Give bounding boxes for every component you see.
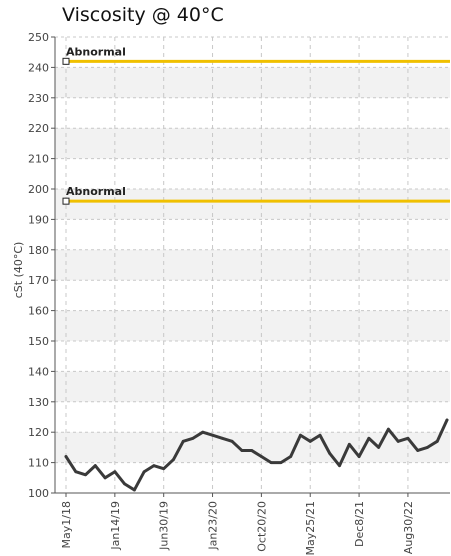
threshold-label: Abnormal: [66, 45, 126, 58]
plot-band: [55, 189, 450, 220]
y-tick-label: 170: [28, 274, 49, 287]
data-point: [406, 436, 410, 440]
y-tick-label: 140: [28, 365, 49, 378]
data-point: [377, 446, 381, 449]
y-tick-label: 210: [28, 153, 49, 166]
plot-band: [55, 432, 450, 463]
y-tick-labels: 100 110 120 130 140 150 160 170 180 190 200 210 220 2…: [28, 31, 49, 500]
data-point: [201, 430, 205, 434]
x-tick-label: May1/18: [60, 501, 73, 548]
plot-grid: [55, 36, 450, 494]
plot-axes: [51, 36, 450, 497]
y-tick-label: 220: [28, 122, 49, 135]
data-point: [162, 467, 166, 471]
data-point: [396, 439, 400, 443]
data-point: [289, 455, 293, 458]
data-point: [123, 482, 127, 486]
data-point: [172, 458, 175, 461]
data-point: [84, 473, 87, 477]
data-point: [338, 464, 341, 468]
threshold-label: Abnormal: [66, 185, 126, 198]
x-tick-label: Jun30/19: [158, 501, 171, 551]
y-tick-label: 120: [28, 426, 49, 439]
data-point: [386, 427, 390, 431]
data-point: [211, 433, 214, 437]
y-tick-label: 130: [28, 396, 49, 409]
data-point: [220, 436, 224, 440]
series-line: [64, 418, 449, 492]
threshold-marker: [62, 57, 70, 65]
data-point: [435, 439, 439, 443]
y-tick-label: 230: [28, 92, 49, 105]
data-point: [367, 436, 371, 440]
data-point: [299, 433, 302, 437]
series-layer: [64, 418, 449, 492]
data-point: [318, 433, 322, 437]
x-tick-label: Dec8/21: [353, 501, 366, 547]
y-tick-label: 160: [28, 305, 49, 318]
data-point: [103, 476, 107, 480]
data-point: [230, 439, 234, 443]
data-point: [181, 439, 185, 443]
data-point: [152, 464, 156, 468]
data-point: [250, 449, 254, 452]
data-point: [426, 446, 429, 449]
plot-bands: [55, 67, 450, 463]
x-tick-label: Jan23/20: [207, 501, 220, 551]
data-point: [445, 418, 449, 422]
x-tick-label: May25/21: [304, 501, 317, 555]
plot-band: [55, 371, 450, 402]
data-point: [259, 455, 263, 458]
chart-title: Viscosity @ 40°C: [62, 4, 224, 26]
data-point: [328, 452, 332, 455]
data-point: [416, 449, 420, 452]
plot-band: [55, 249, 450, 281]
y-tick-label: 110: [28, 457, 49, 470]
y-tick-label: 250: [28, 31, 49, 44]
x-tick-labels: May1/18 Jan14/19 Jun30/19 Jan23/20 Oct20/20 M…: [60, 501, 415, 555]
threshold-lines: Abnormal Abnormal: [62, 45, 450, 205]
x-tick-label: Aug30/22: [402, 501, 415, 554]
x-tick-label: Oct20/20: [255, 501, 268, 552]
threshold-marker: [62, 197, 70, 205]
data-point: [279, 461, 283, 464]
data-point: [308, 439, 312, 443]
data-point: [113, 470, 117, 474]
data-point: [74, 470, 78, 474]
y-tick-label: 190: [28, 213, 49, 226]
plot-band: [55, 67, 450, 98]
y-axis-label: cSt (40°C): [12, 242, 25, 299]
y-tick-label: 100: [28, 487, 49, 500]
y-tick-label: 200: [28, 183, 49, 196]
data-point: [269, 461, 273, 464]
data-point: [132, 488, 136, 492]
plot-band: [55, 128, 450, 159]
plot-band: [55, 310, 450, 341]
y-tick-label: 180: [28, 244, 49, 257]
data-point: [240, 449, 244, 452]
data-point: [191, 436, 195, 440]
x-tick-label: Jan14/19: [109, 501, 122, 551]
data-point: [64, 455, 68, 458]
data-point: [357, 455, 361, 458]
y-tick-label: 240: [28, 61, 49, 74]
data-point: [347, 442, 351, 446]
data-point: [93, 464, 97, 468]
y-tick-label: 150: [28, 335, 49, 348]
data-point: [142, 470, 146, 474]
